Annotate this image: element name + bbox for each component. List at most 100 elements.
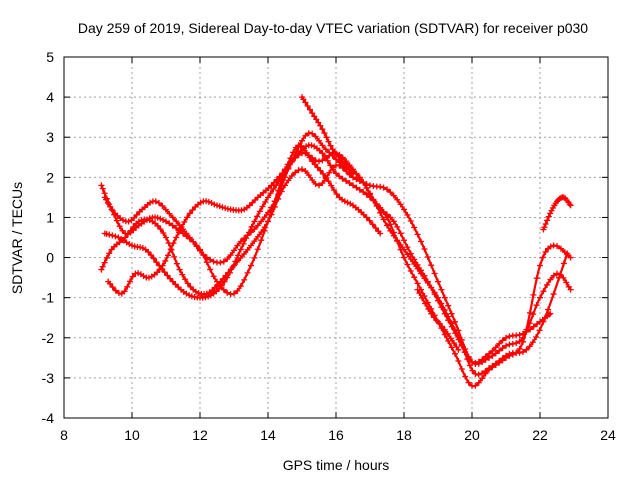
data-point-marker bbox=[445, 302, 452, 309]
data-point-marker bbox=[407, 218, 414, 225]
data-point-marker bbox=[316, 182, 322, 189]
data-point-marker bbox=[448, 323, 455, 330]
chart-title: Day 259 of 2019, Sidereal Day-to-day VTE… bbox=[78, 20, 588, 36]
data-point-marker bbox=[503, 334, 509, 341]
data-point-marker bbox=[254, 233, 261, 240]
data-point-marker bbox=[363, 191, 370, 198]
data-point-marker bbox=[341, 198, 348, 205]
data-point-marker bbox=[186, 234, 193, 241]
data-point-marker bbox=[353, 176, 360, 183]
data-point-marker bbox=[220, 286, 227, 293]
data-point-marker bbox=[469, 367, 476, 374]
data-point-marker bbox=[462, 345, 469, 352]
data-point-marker bbox=[536, 327, 543, 334]
y-tick-label: -2 bbox=[42, 330, 55, 346]
data-point-marker bbox=[367, 182, 373, 189]
data-point-marker bbox=[222, 205, 229, 212]
data-point-marker bbox=[567, 254, 574, 261]
data-point-marker bbox=[435, 297, 441, 304]
data-point-marker bbox=[404, 244, 411, 251]
data-point-marker bbox=[219, 204, 226, 211]
data-point-marker bbox=[414, 280, 421, 287]
data-point-marker bbox=[325, 138, 332, 145]
data-point-marker bbox=[319, 150, 326, 157]
data-point-marker bbox=[496, 359, 503, 366]
data-point-marker bbox=[509, 340, 516, 347]
data-point-marker bbox=[276, 173, 283, 180]
data-point-marker bbox=[466, 362, 473, 369]
data-point-marker bbox=[165, 252, 172, 259]
data-point-marker bbox=[503, 342, 509, 349]
x-tick-label: 22 bbox=[532, 427, 548, 443]
data-point-marker bbox=[188, 293, 195, 300]
data-point-marker bbox=[122, 234, 129, 241]
data-point-marker bbox=[450, 340, 457, 347]
data-point-marker bbox=[214, 202, 220, 209]
x-tick-label: 8 bbox=[60, 427, 68, 443]
data-point-marker bbox=[329, 152, 336, 159]
data-point-marker bbox=[319, 126, 326, 133]
data-point-marker bbox=[187, 283, 194, 290]
data-point-marker bbox=[489, 364, 496, 371]
data-point-marker bbox=[221, 278, 228, 285]
data-point-marker bbox=[311, 161, 318, 168]
data-point-marker bbox=[294, 151, 301, 158]
data-point-marker bbox=[496, 347, 503, 354]
data-point-marker bbox=[162, 206, 169, 213]
marker-group bbox=[414, 286, 462, 353]
data-point-marker bbox=[529, 339, 536, 346]
data-point-marker bbox=[265, 209, 271, 216]
data-point-marker bbox=[360, 211, 367, 218]
data-point-marker bbox=[530, 323, 537, 330]
data-point-marker bbox=[336, 162, 343, 169]
data-point-marker bbox=[421, 246, 428, 253]
data-point-marker bbox=[465, 379, 472, 386]
data-point-marker bbox=[455, 346, 462, 353]
data-point-marker bbox=[205, 293, 212, 300]
data-point-marker bbox=[224, 289, 231, 296]
data-point-marker bbox=[540, 318, 547, 325]
data-point-marker bbox=[154, 222, 161, 229]
data-point-marker bbox=[130, 223, 137, 230]
data-point-marker bbox=[309, 130, 316, 137]
data-point-marker bbox=[469, 358, 475, 365]
data-point-marker bbox=[407, 267, 414, 274]
data-point-marker bbox=[125, 218, 132, 225]
data-point-marker bbox=[262, 198, 269, 205]
data-point-marker bbox=[344, 199, 351, 206]
data-point-marker bbox=[360, 188, 367, 195]
data-point-marker bbox=[513, 340, 520, 347]
data-point-marker bbox=[171, 253, 178, 260]
data-point-marker bbox=[509, 351, 516, 358]
data-point-marker bbox=[278, 188, 285, 195]
data-point-marker bbox=[153, 259, 160, 266]
data-point-marker bbox=[229, 264, 236, 271]
data-point-marker bbox=[520, 338, 526, 345]
data-point-marker bbox=[207, 266, 214, 273]
x-tick-label: 14 bbox=[260, 427, 276, 443]
data-point-marker bbox=[557, 271, 564, 278]
y-tick-label: 3 bbox=[46, 129, 54, 145]
data-point-marker bbox=[321, 130, 328, 137]
data-point-marker bbox=[167, 275, 174, 282]
data-point-marker bbox=[520, 349, 526, 356]
data-point-marker bbox=[438, 286, 445, 293]
data-point-marker bbox=[506, 352, 513, 359]
x-tick-label: 12 bbox=[192, 427, 208, 443]
data-point-marker bbox=[499, 337, 506, 344]
data-point-marker bbox=[193, 243, 200, 250]
data-point-marker bbox=[311, 113, 318, 120]
data-point-marker bbox=[414, 261, 421, 268]
data-point-marker bbox=[210, 273, 217, 280]
data-point-marker bbox=[377, 204, 384, 211]
data-point-marker bbox=[322, 174, 329, 181]
data-point-marker bbox=[216, 285, 223, 292]
data-point-marker bbox=[541, 224, 548, 231]
data-point-marker bbox=[545, 306, 552, 313]
data-point-marker bbox=[550, 291, 557, 298]
data-point-marker bbox=[435, 278, 441, 285]
data-point-marker bbox=[178, 224, 185, 231]
data-point-marker bbox=[282, 182, 288, 189]
data-point-marker bbox=[146, 217, 153, 224]
data-point-marker bbox=[479, 375, 486, 382]
